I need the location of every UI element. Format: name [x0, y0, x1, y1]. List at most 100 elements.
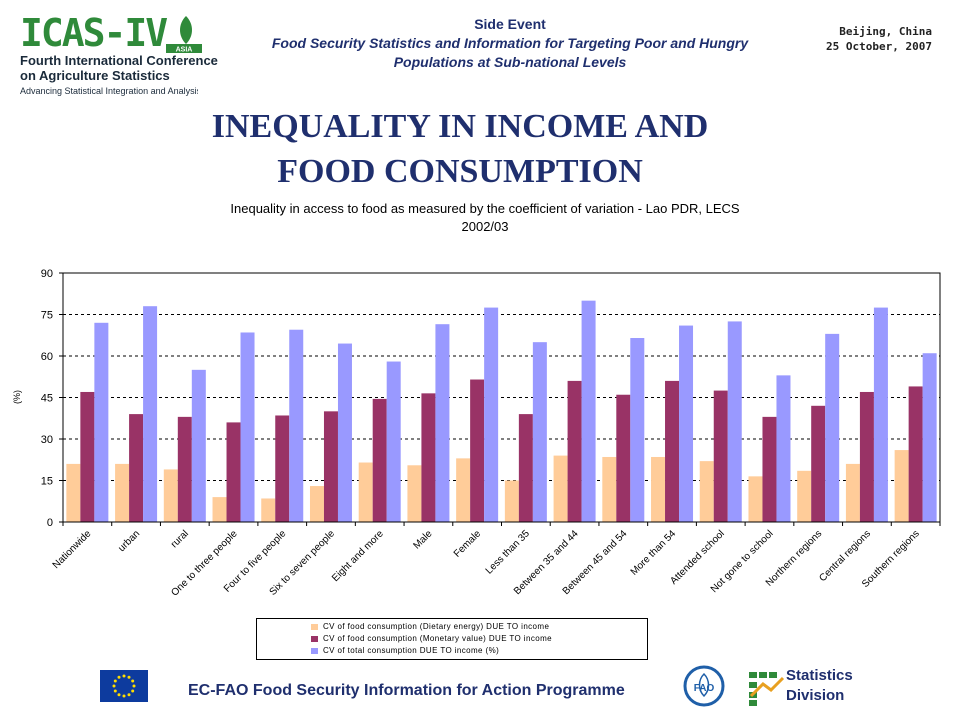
legend-item-monetary: CV of food consumption (Monetary value) … — [311, 634, 552, 643]
bar — [80, 391, 95, 522]
bar — [456, 458, 471, 522]
bar — [567, 380, 582, 522]
bar — [240, 332, 255, 522]
y-tick-label: 0 — [47, 517, 53, 529]
side-event-label: Side Event — [474, 16, 546, 32]
bar — [748, 476, 763, 522]
side-event-subtitle-line2: Populations at Sub-national Levels — [393, 54, 627, 70]
x-tick-label: Nationwide — [51, 528, 94, 571]
bar — [163, 469, 178, 522]
x-tick-label: Less than 35 — [484, 528, 533, 577]
chart-bars — [66, 300, 937, 522]
bar — [894, 450, 909, 522]
bar — [372, 398, 387, 522]
bar — [762, 416, 777, 522]
bar — [470, 379, 485, 522]
bar — [337, 343, 352, 522]
x-tick-label: Female — [452, 528, 484, 560]
icas-logo: ICAS-IV ASIA Fourth International Confer… — [18, 10, 218, 105]
bar — [309, 486, 324, 522]
bar — [908, 386, 923, 522]
bar — [665, 380, 680, 522]
programme-footer: EC-FAO Food Security Information for Act… — [188, 682, 625, 699]
x-tick-label: Central regions — [817, 528, 873, 584]
statistics-division-icon — [749, 672, 785, 706]
chart-title-line2: 2002/03 — [461, 219, 509, 234]
division-label: Division — [786, 687, 845, 704]
bar — [679, 325, 694, 522]
bar — [435, 324, 450, 522]
bar — [143, 306, 158, 522]
legend-swatch-total — [311, 647, 318, 654]
y-tick-label: 60 — [41, 351, 53, 363]
x-tick-label: Eight and more — [330, 528, 386, 584]
y-tick-label: 45 — [41, 393, 53, 405]
bar — [651, 456, 666, 522]
event-location: Beijing, China 25 October, 2007 — [826, 24, 932, 54]
y-tick-label: 15 — [41, 476, 53, 488]
slide-title: INEQUALITY IN INCOME AND FOOD CONSUMPTIO… — [100, 104, 820, 194]
bar — [421, 393, 436, 522]
legend-item-total: CV of total consumption DUE TO income (%… — [311, 646, 499, 655]
event-place: Beijing, China — [839, 25, 932, 38]
event-date: 25 October, 2007 — [826, 40, 932, 53]
statistics-division-label: Statistics Division — [786, 666, 853, 706]
bar — [699, 461, 714, 522]
chart-title-line1: Inequality in access to food as measured… — [230, 201, 740, 216]
bar — [616, 394, 631, 522]
bar — [407, 465, 422, 522]
x-tick-label: urban — [116, 528, 142, 554]
legend-label-dietary: CV of food consumption (Dietary energy) … — [323, 622, 550, 631]
icas-mark-text: ICAS-IV — [20, 11, 167, 54]
slide-title-line2: FOOD CONSUMPTION — [277, 153, 643, 190]
chart-title: Inequality in access to food as measured… — [90, 200, 880, 236]
bar — [191, 369, 206, 522]
bar — [212, 497, 227, 522]
slide-title-line1: INEQUALITY IN INCOME AND — [211, 108, 709, 145]
y-axis-label: (%) — [12, 390, 22, 404]
conference-tagline: Advancing Statistical Integration and An… — [20, 86, 198, 96]
bar — [532, 342, 547, 522]
chart-gridlines — [63, 314, 940, 481]
bar — [323, 411, 338, 522]
bar — [518, 414, 533, 522]
bar — [115, 463, 130, 522]
y-tick-label: 90 — [41, 268, 53, 280]
y-axis-ticks: 0 15 30 45 60 75 90 — [41, 268, 63, 529]
x-tick-label: Male — [411, 528, 434, 551]
chart-legend: CV of food consumption (Dietary energy) … — [256, 618, 648, 660]
side-event-subtitle-line1: Food Security Statistics and Information… — [271, 35, 749, 51]
bar — [845, 463, 860, 522]
bar — [859, 391, 874, 522]
bar — [129, 414, 144, 522]
bar — [922, 353, 937, 522]
bar — [177, 416, 192, 522]
legend-label-total: CV of total consumption DUE TO income (%… — [323, 646, 500, 655]
bar — [630, 338, 645, 522]
fao-logo-text: FAO — [694, 683, 715, 694]
bar — [484, 307, 499, 522]
legend-item-dietary: CV of food consumption (Dietary energy) … — [311, 622, 549, 631]
bar — [602, 456, 617, 522]
bar — [727, 321, 742, 522]
eu-flag-icon — [100, 670, 148, 702]
bar — [358, 462, 373, 522]
bar — [94, 322, 109, 522]
legend-swatch-dietary — [311, 623, 318, 630]
x-tick-label: rural — [169, 528, 191, 550]
bar — [289, 329, 304, 522]
bar — [581, 300, 596, 522]
bar — [226, 422, 241, 522]
bar — [797, 470, 812, 522]
legend-label-monetary: CV of food consumption (Monetary value) … — [323, 634, 552, 643]
bar — [811, 405, 826, 522]
y-tick-label: 75 — [41, 310, 53, 322]
icas-region-text: ASIA — [176, 47, 193, 54]
bar — [261, 498, 276, 522]
fao-logo-icon: FAO — [683, 665, 725, 707]
legend-swatch-monetary — [311, 635, 318, 642]
bar — [776, 375, 791, 522]
statistics-label: Statistics — [786, 667, 853, 684]
